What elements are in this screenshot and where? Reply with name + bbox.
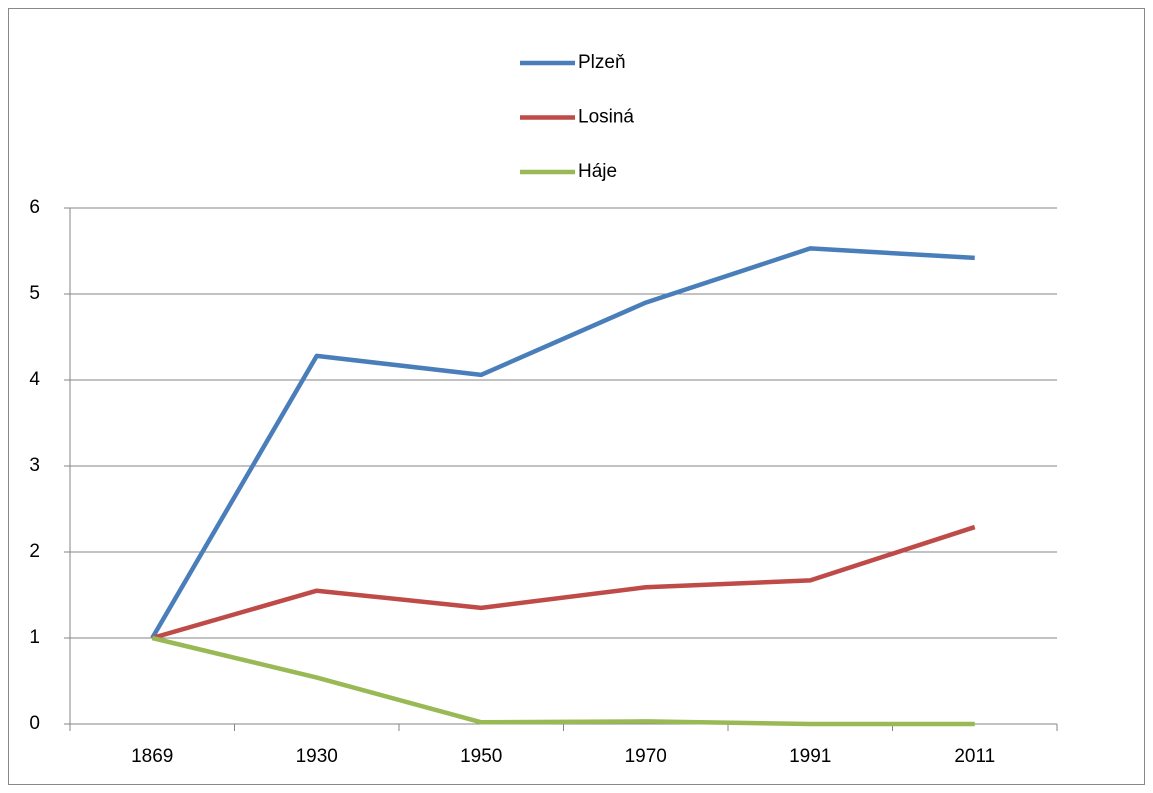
x-tick-label: 1991 (789, 746, 831, 767)
y-tick-label: 1 (29, 627, 40, 648)
legend-label: Háje (578, 161, 617, 182)
series-line (150, 246, 975, 640)
legend-label: Plzeň (578, 52, 626, 73)
series-line (151, 635, 975, 727)
legend-label: Losiná (578, 107, 634, 128)
x-tick-label: 1930 (296, 746, 338, 767)
chart-border (8, 8, 1145, 785)
x-tick-label: 1970 (625, 746, 667, 767)
x-tick-label: 1950 (460, 746, 502, 767)
y-tick-label: 4 (29, 369, 40, 390)
series-line (151, 524, 976, 641)
y-tick-label: 0 (29, 713, 40, 734)
y-tick-label: 3 (29, 455, 40, 476)
x-tick-label: 2011 (954, 746, 995, 767)
y-tick-label: 2 (29, 541, 40, 562)
y-tick-label: 5 (29, 283, 40, 304)
y-tick-label: 6 (29, 197, 40, 218)
x-tick-label: 1869 (131, 746, 173, 767)
